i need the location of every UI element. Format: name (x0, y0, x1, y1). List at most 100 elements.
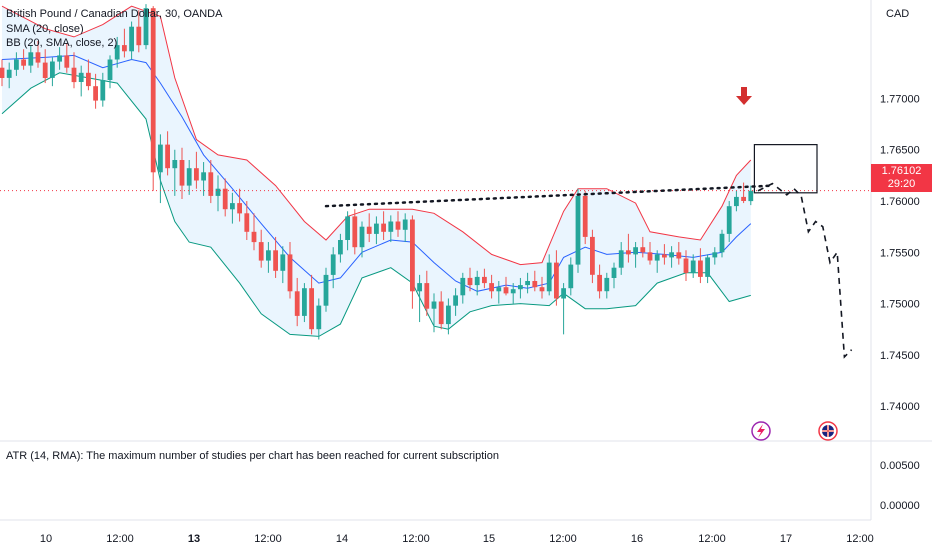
candle-body (86, 72, 91, 87)
candle-body (186, 168, 192, 186)
candle-body (611, 267, 617, 278)
candle-body (35, 52, 41, 63)
time-axis-labels[interactable]: 10 12:00 13 12:00 14 12:00 15 12:00 16 12:00 17 12:… (40, 533, 874, 545)
bar-countdown: 29:20 (887, 178, 916, 190)
bollinger-band-fill (2, 6, 751, 337)
price-tick-label: 1.74000 (880, 401, 920, 413)
time-tick-label: 12:00 (106, 533, 134, 545)
candle-body (395, 221, 401, 230)
currency-label[interactable]: CAD (886, 8, 910, 20)
candle-body (244, 213, 250, 232)
time-tick-label: 14 (336, 533, 348, 545)
candle-body (474, 276, 480, 286)
candle-body (633, 247, 638, 255)
time-tick-label: 10 (40, 533, 52, 545)
atr-tick-label: 0.00000 (880, 500, 920, 512)
time-tick-label: 15 (483, 533, 495, 545)
price-tick-label: 1.76500 (880, 145, 920, 157)
candle-body (366, 226, 372, 234)
candle-body (93, 86, 98, 101)
candle-body (323, 274, 329, 306)
candle-body (719, 233, 725, 253)
time-tick-label: 13 (188, 533, 200, 545)
candle-body (230, 203, 235, 210)
candle-body (712, 252, 718, 258)
neckline-dotted-trendline[interactable] (324, 184, 774, 208)
candle-body (150, 8, 156, 173)
chart-title[interactable]: British Pound / Canadian Dollar, 30, OAN… (6, 8, 223, 20)
candle-body (194, 168, 199, 181)
candle-body (42, 62, 48, 78)
candle-body (266, 250, 271, 261)
uk-flag-event-icon[interactable] (818, 421, 838, 441)
down-arrow-icon (736, 87, 752, 105)
atr-limit-message: ATR (14, RMA): The maximum number of stu… (6, 450, 499, 462)
candle-body (748, 190, 754, 202)
candle-body (640, 247, 646, 253)
candle-body (618, 250, 624, 268)
candle-body (345, 216, 350, 240)
candle-body (64, 55, 70, 68)
candle-body (21, 59, 26, 66)
candle-body (14, 59, 19, 70)
price-axis-labels[interactable]: 1.77000 1.76500 1.76000 1.75500 1.75000 1.745… (880, 94, 920, 414)
candle-body (388, 221, 394, 232)
candle-body (734, 196, 739, 207)
candle-body (374, 223, 379, 234)
candle-body (597, 274, 602, 292)
candle-body (78, 72, 84, 82)
bollinger-upper-band (1, 5, 752, 266)
candle-body (215, 188, 221, 196)
candle-body (136, 26, 142, 46)
candle-body (518, 285, 523, 290)
time-tick-label: 12:00 (549, 533, 577, 545)
candle-body (294, 291, 300, 316)
price-tick-label: 1.75500 (880, 247, 920, 259)
candle-body (532, 281, 538, 288)
candle-body (741, 196, 746, 201)
candle-body (172, 160, 178, 169)
time-tick-label: 12:00 (846, 533, 874, 545)
projected-path-dashed[interactable] (757, 182, 853, 359)
candle-body (222, 188, 228, 210)
candle-body (525, 281, 530, 286)
candle-body (302, 288, 307, 316)
candle-body (309, 288, 314, 330)
candle-body (546, 262, 552, 292)
candle-body (381, 223, 386, 232)
atr-axis-labels[interactable]: 0.00500 0.00000 (880, 460, 920, 512)
candle-body (510, 289, 516, 294)
candle-body (503, 287, 509, 294)
candle-body (698, 260, 703, 277)
candle-body (662, 254, 667, 258)
candle-body (726, 206, 732, 234)
candle-body (6, 69, 12, 78)
candle-body (107, 59, 113, 80)
candle-body (122, 45, 127, 52)
candle-body (590, 236, 595, 275)
candle-body (114, 45, 120, 60)
sma-legend[interactable]: SMA (20, close) (6, 23, 84, 35)
lightning-event-icon[interactable] (751, 421, 771, 441)
candle-body (50, 61, 55, 78)
candle-body (287, 254, 293, 292)
candle-body (129, 26, 134, 52)
time-tick-label: 12:00 (698, 533, 726, 545)
candle-body (158, 144, 163, 173)
candle-body (100, 80, 106, 101)
rectangle-drawing[interactable] (753, 144, 818, 194)
candle-body (460, 277, 466, 296)
candle-body (582, 195, 588, 237)
candle-body (71, 67, 77, 83)
bb-legend[interactable]: BB (20, SMA, close, 2) (6, 37, 118, 49)
candle-body (410, 219, 415, 292)
candle-body (554, 262, 559, 299)
candle-body (237, 203, 242, 214)
candle-body (467, 277, 473, 286)
price-tick-label: 1.74500 (880, 350, 920, 362)
candle-body (57, 55, 62, 62)
candle-body (539, 287, 545, 292)
candle-body (208, 172, 214, 196)
candle-body (690, 260, 696, 273)
